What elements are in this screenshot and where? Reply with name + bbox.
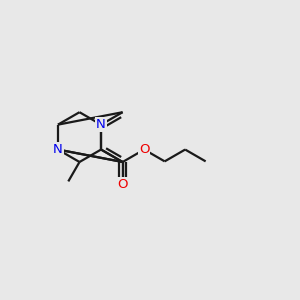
Text: O: O [117,179,128,192]
Text: O: O [117,178,128,191]
Text: N: N [96,118,106,131]
Text: O: O [139,143,149,156]
Text: N: N [53,143,63,156]
